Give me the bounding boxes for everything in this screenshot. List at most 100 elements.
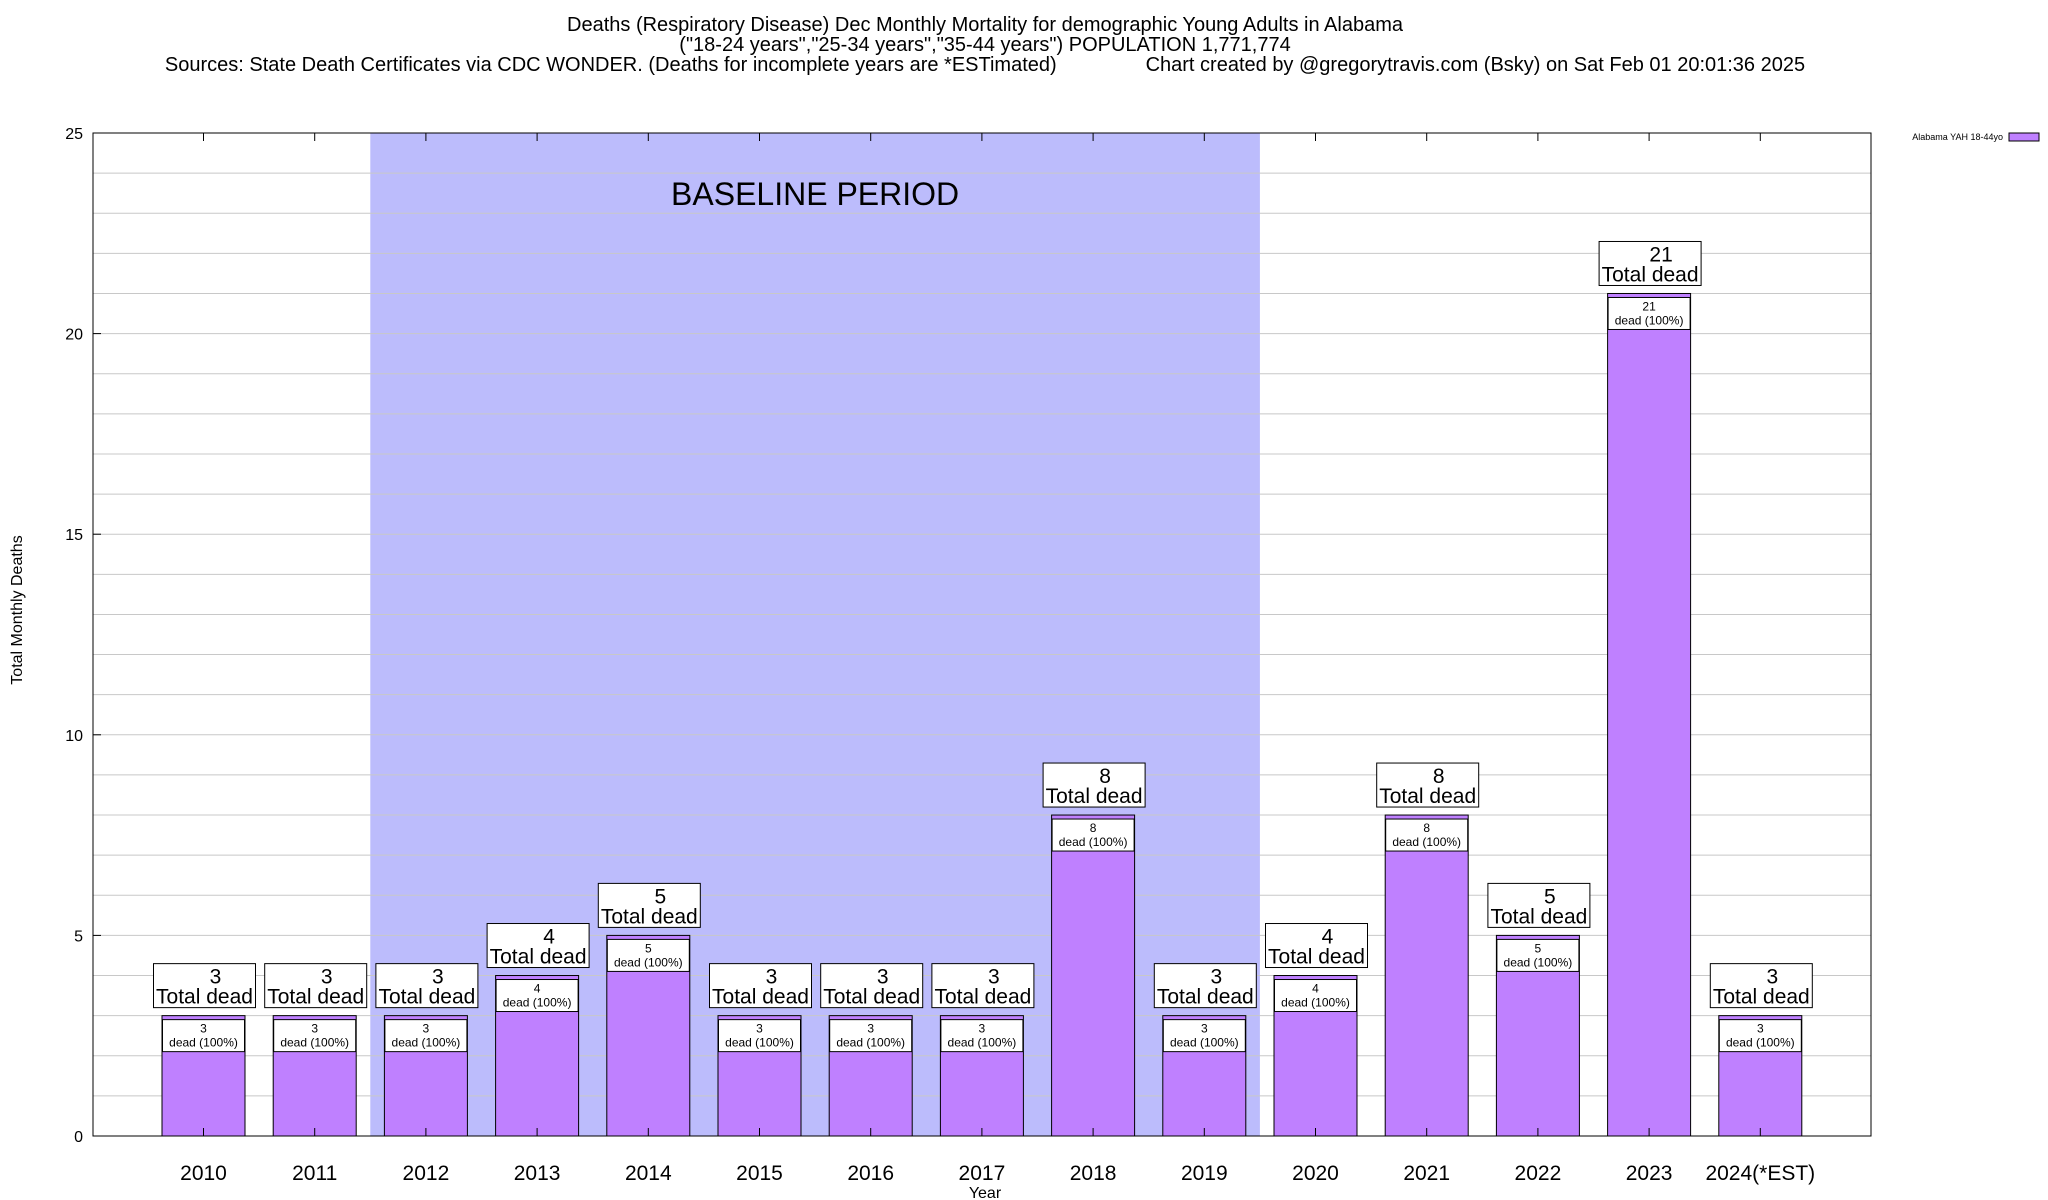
y-axis: 0 5 10 15 20 25 — [65, 126, 101, 1146]
x-tick-label: 2019 — [1181, 1162, 1228, 1185]
total-label-box — [1487, 882, 1591, 928]
x-tick-label: 2014 — [625, 1162, 672, 1185]
inner-label-text: dead (100%) — [836, 1036, 905, 1050]
total-label-box — [1376, 762, 1480, 808]
total-label-value: 4 — [1322, 926, 1334, 949]
total-label-value: 3 — [1210, 966, 1222, 989]
inner-label-text: dead (100%) — [392, 1036, 461, 1050]
total-label-box — [1598, 240, 1702, 286]
x-tick-label: 2024(*EST) — [1705, 1162, 1815, 1185]
inner-label-box — [1162, 1019, 1246, 1053]
total-label-text: Total dead — [490, 946, 587, 969]
total-label-value: 3 — [877, 966, 889, 989]
total-label-value: 21 — [1649, 243, 1672, 266]
inner-label-box — [1607, 296, 1691, 330]
total-label-text: Total dead — [156, 986, 253, 1009]
bar — [1051, 814, 1136, 1137]
inner-label-box — [1496, 938, 1580, 972]
x-tick-label: 2011 — [292, 1162, 337, 1185]
total-label-box — [375, 963, 479, 1009]
inner-label-text: dead (100%) — [1281, 996, 1350, 1010]
total-label-box — [1709, 963, 1813, 1009]
inner-label-value: 8 — [1423, 821, 1430, 835]
total-label-value: 5 — [1544, 885, 1556, 908]
total-label-value: 4 — [543, 926, 555, 949]
inner-label-value: 3 — [423, 1022, 430, 1036]
total-label-text: Total dead — [1157, 986, 1254, 1009]
inner-label-box — [606, 938, 690, 972]
inner-label-text: dead (100%) — [1504, 955, 1573, 969]
legend-series-label: Alabama YAH 18-44yo — [1912, 132, 2003, 142]
inner-label-text: dead (100%) — [948, 1036, 1017, 1050]
inner-label-box — [495, 979, 579, 1013]
inner-label-text: dead (100%) — [1392, 835, 1461, 849]
total-label-text: Total dead — [1602, 263, 1699, 286]
total-label-value: 3 — [210, 966, 222, 989]
x-tick-label: 2017 — [959, 1162, 1006, 1185]
y-axis-label: Total Monthly Deaths — [9, 535, 26, 684]
y-tick-label: 0 — [74, 1129, 83, 1146]
total-label-value: 3 — [321, 966, 333, 989]
inner-label-box — [162, 1019, 245, 1053]
chart-title: Deaths (Respiratory Disease) Dec Monthly… — [165, 14, 1805, 76]
y-tick-label: 15 — [65, 527, 83, 544]
total-label-box — [153, 963, 256, 1009]
baseline-label: BASELINE PERIOD — [671, 176, 959, 212]
inner-label-text: dead (100%) — [169, 1036, 238, 1050]
total-label-box — [709, 963, 812, 1009]
inner-label-text: dead (100%) — [614, 955, 683, 969]
total-label-box — [264, 963, 368, 1009]
legend: Alabama YAH 18-44yo — [1912, 132, 2040, 142]
inner-label-value: 5 — [645, 941, 652, 955]
total-label-text: Total dead — [601, 905, 698, 928]
inner-label-text: dead (100%) — [725, 1036, 794, 1050]
total-label-value: 5 — [654, 885, 666, 908]
total-label-text: Total dead — [1379, 785, 1476, 808]
x-axis: 2010 2011 2012 2013 2014 2015 2016 2017 2018 2019… — [180, 133, 1815, 1185]
inner-label-text: dead (100%) — [1726, 1036, 1795, 1050]
total-label-box — [820, 963, 924, 1009]
title-line-1: Deaths (Respiratory Disease) Dec Monthly… — [567, 14, 1404, 36]
inner-label-value: 21 — [1642, 299, 1656, 313]
plot-frame — [92, 132, 1872, 1137]
inner-label-text: dead (100%) — [1059, 835, 1128, 849]
total-label-box — [486, 923, 590, 969]
total-label-text: Total dead — [934, 986, 1031, 1009]
bar — [1607, 292, 1692, 1137]
x-tick-label: 2020 — [1292, 1162, 1339, 1185]
inner-label-box — [384, 1019, 468, 1053]
inner-label-box — [829, 1019, 913, 1053]
total-label-box — [931, 963, 1035, 1009]
legend-swatch — [2008, 132, 2040, 142]
x-tick-label: 2023 — [1626, 1162, 1673, 1185]
total-label-text: Total dead — [1713, 986, 1810, 1009]
inner-label-value: 3 — [200, 1022, 207, 1036]
inner-label-text: dead (100%) — [1170, 1036, 1239, 1050]
inner-label-box — [718, 1019, 801, 1053]
total-label-box — [1042, 762, 1146, 808]
bar — [1384, 814, 1469, 1137]
inner-label-text: dead (100%) — [280, 1036, 349, 1050]
inner-label-text: dead (100%) — [1615, 313, 1684, 327]
total-label-value: 3 — [1766, 966, 1778, 989]
total-label-text: Total dead — [267, 986, 364, 1009]
inner-label-value: 3 — [867, 1022, 874, 1036]
total-label-value: 8 — [1433, 765, 1445, 788]
inner-label-box — [940, 1019, 1024, 1053]
inner-label-value: 3 — [1201, 1022, 1208, 1036]
inner-label-box — [273, 1019, 357, 1053]
inner-label-box — [1274, 979, 1357, 1013]
total-label-box — [1153, 963, 1257, 1009]
x-tick-label: 2012 — [403, 1162, 450, 1185]
total-label-box — [1265, 923, 1368, 969]
y-tick-label: 10 — [65, 728, 83, 745]
inner-label-box — [1051, 818, 1135, 852]
inner-label-value: 3 — [979, 1022, 986, 1036]
y-tick-label: 20 — [65, 327, 83, 344]
x-axis-label: Year — [969, 1185, 1002, 1200]
x-tick-label: 2013 — [514, 1162, 561, 1185]
total-label-text: Total dead — [712, 986, 809, 1009]
inner-label-value: 3 — [756, 1022, 763, 1036]
